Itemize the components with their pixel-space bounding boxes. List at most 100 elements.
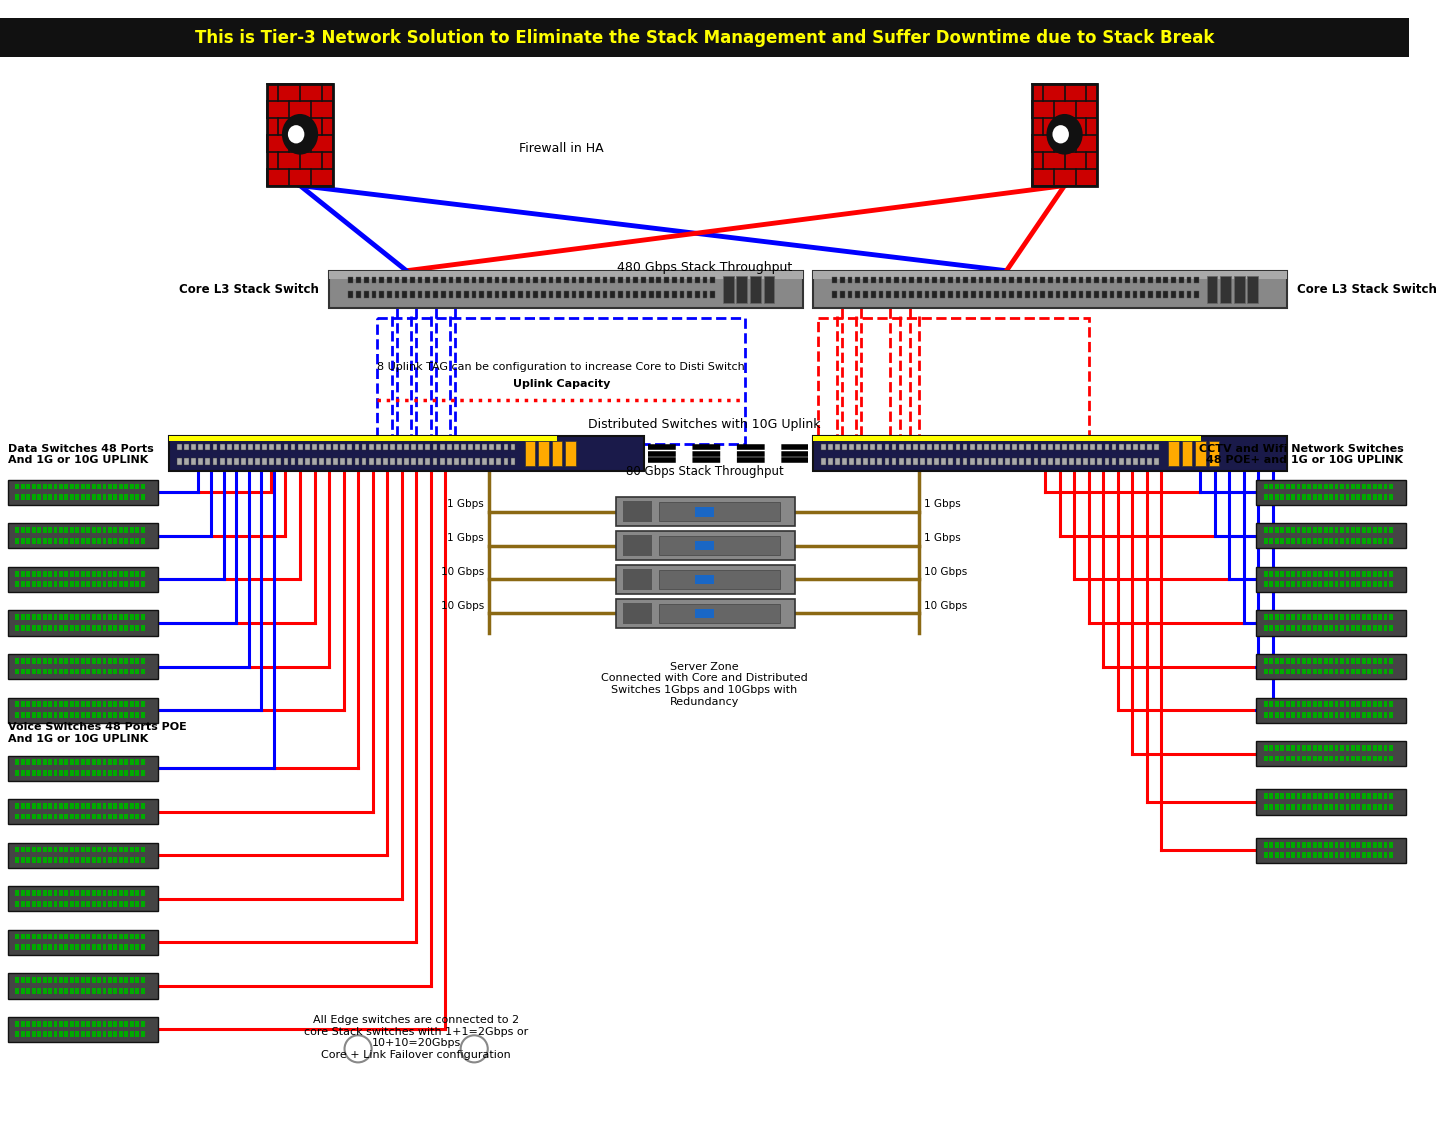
Bar (227, 444, 232, 450)
Text: 1 Gbps: 1 Gbps (925, 533, 961, 543)
Bar (1324, 495, 1328, 500)
Bar (42, 483, 47, 489)
Bar (98, 804, 100, 809)
Bar (92, 483, 96, 489)
Bar (533, 276, 537, 283)
Bar (135, 658, 140, 664)
Bar (1367, 614, 1372, 620)
Bar (119, 890, 122, 896)
Bar (76, 1031, 79, 1037)
Bar (1367, 668, 1372, 674)
Bar (1102, 276, 1107, 283)
Bar (1041, 459, 1045, 464)
Bar (348, 459, 352, 464)
Bar (1291, 852, 1294, 858)
Bar (1291, 658, 1294, 664)
Bar (1329, 701, 1334, 708)
Text: 10 Gbps: 10 Gbps (925, 601, 967, 611)
Bar (1257, 611, 1406, 636)
Bar (98, 900, 100, 906)
Bar (86, 483, 90, 489)
Bar (38, 625, 41, 631)
Bar (76, 814, 79, 819)
Bar (812, 270, 1287, 308)
Bar (102, 527, 106, 533)
Bar (1105, 459, 1109, 464)
Bar (32, 770, 35, 775)
Bar (894, 276, 898, 283)
Bar (932, 276, 938, 283)
Bar (489, 459, 494, 464)
Bar (92, 760, 96, 765)
Bar (1302, 625, 1306, 631)
Bar (464, 291, 469, 298)
Bar (1361, 842, 1366, 848)
Bar (518, 291, 523, 298)
Bar (0, 18, 1409, 56)
Bar (1329, 538, 1334, 543)
Bar (64, 846, 68, 852)
Bar (1357, 570, 1360, 577)
Bar (1351, 755, 1356, 762)
Bar (76, 658, 79, 664)
Bar (119, 1021, 122, 1027)
Bar (76, 1021, 79, 1027)
Bar (1324, 625, 1328, 631)
Bar (141, 712, 144, 718)
Bar (60, 538, 63, 543)
Bar (124, 495, 128, 500)
Bar (1389, 701, 1393, 708)
Bar (376, 444, 380, 450)
Bar (1351, 527, 1356, 533)
Bar (1389, 755, 1393, 762)
Bar (387, 291, 392, 298)
Bar (1133, 291, 1137, 298)
Bar (82, 658, 84, 664)
Bar (1019, 444, 1024, 450)
Bar (266, 85, 333, 186)
Bar (92, 944, 96, 950)
Bar (38, 770, 41, 775)
Bar (119, 814, 122, 819)
Bar (130, 814, 134, 819)
Bar (38, 712, 41, 718)
Bar (64, 625, 68, 631)
Bar (1335, 712, 1338, 718)
Text: Core L3 Stack Switch: Core L3 Stack Switch (1297, 283, 1437, 295)
Bar (1257, 523, 1406, 549)
Bar (26, 890, 31, 896)
Bar (475, 459, 480, 464)
Bar (1079, 276, 1083, 283)
Bar (86, 625, 90, 631)
Bar (1361, 495, 1366, 500)
Bar (98, 988, 100, 994)
Text: 1 Gbps: 1 Gbps (447, 533, 483, 543)
Bar (26, 944, 31, 950)
Bar (1383, 701, 1388, 708)
Bar (1357, 842, 1360, 848)
Bar (86, 668, 90, 674)
Bar (108, 814, 112, 819)
Bar (70, 625, 74, 631)
Bar (454, 459, 459, 464)
Bar (108, 846, 112, 852)
Bar (898, 459, 904, 464)
Bar (42, 1031, 47, 1037)
Bar (1270, 852, 1273, 858)
Bar (977, 444, 981, 450)
Bar (1040, 276, 1045, 283)
Bar (1307, 701, 1312, 708)
Bar (1171, 276, 1176, 283)
Bar (135, 760, 140, 765)
Bar (1275, 658, 1278, 664)
Bar (1318, 495, 1322, 500)
Bar (1264, 793, 1268, 799)
Bar (542, 276, 546, 283)
Bar (341, 444, 345, 450)
Text: 8 Uplink TAG can be configuration to increase Core to Disti Switch: 8 Uplink TAG can be configuration to inc… (377, 362, 745, 372)
Bar (119, 658, 122, 664)
Bar (842, 444, 847, 450)
Bar (130, 527, 134, 533)
Bar (1379, 538, 1382, 543)
Bar (1351, 538, 1356, 543)
